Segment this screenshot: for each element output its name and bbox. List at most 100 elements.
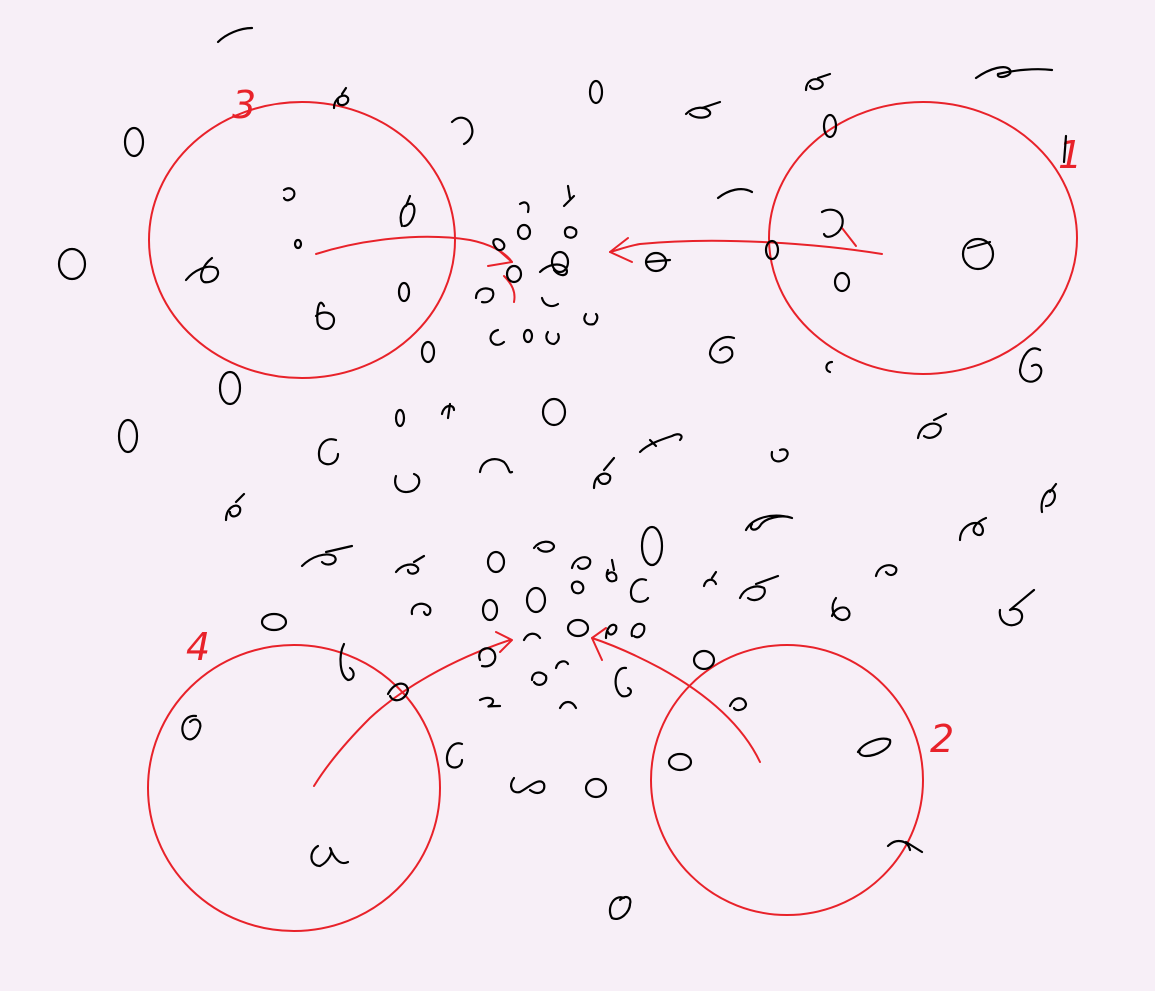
glyph [874,564,898,578]
glyph [492,238,506,252]
glyph [550,250,570,274]
glyph [558,700,578,710]
glyph [339,642,355,682]
arrow-from-1 [609,239,883,255]
glyph [184,256,220,284]
glyph [293,238,303,250]
glyph [886,840,924,854]
glyph [450,116,474,146]
glyph [489,328,506,346]
glyph [708,336,736,364]
glyph [310,844,350,868]
glyph [638,433,683,454]
scribble-glyphs [57,26,1068,920]
glyph [716,188,754,200]
glyph [684,100,722,119]
glyph [1018,347,1043,383]
glyph [478,647,497,668]
glyph [218,370,242,406]
glyph [216,26,254,44]
glyph [181,714,202,741]
glyph [770,448,789,463]
glyph [856,737,892,758]
glyph [481,598,499,622]
glyph [588,79,604,105]
glyph [640,525,664,567]
glyph [123,126,145,158]
glyph [822,113,838,139]
glyph [386,682,410,702]
glyph [825,360,834,374]
glyph [592,456,616,490]
glyph [1040,482,1058,514]
glyph [583,312,599,326]
arrow-head-1 [609,237,633,263]
arrow-head-2 [591,627,607,661]
glyph [510,776,546,794]
glyph [804,72,832,92]
glyph [744,514,794,532]
glyph [563,226,578,239]
glyph [566,618,590,638]
glyph [522,632,542,642]
glyph [478,696,502,708]
glyph [608,895,632,920]
glyph [399,194,416,228]
glyph [57,247,87,281]
glyph [522,328,534,344]
region-label-2: 2 [930,717,954,761]
glyph [966,240,992,250]
glyph [516,223,532,241]
glyph [505,264,523,284]
glyph [445,742,464,769]
glyph [478,458,514,474]
glyph [540,296,560,308]
glyph [630,622,646,639]
glyph [764,239,780,261]
migration-arrows [313,227,883,787]
glyph [117,418,139,454]
glyph [394,408,406,428]
glyph [397,281,411,303]
arrow-from-4 [313,639,511,787]
region-labels: 3 1 4 2 [186,83,1082,761]
glyph [916,412,948,440]
glyph [518,184,576,214]
glyph [570,580,585,595]
region-label-1: 1 [1058,133,1082,177]
glyph [998,588,1036,627]
glyph [317,438,340,466]
glyph [614,666,632,698]
glyph [958,516,988,542]
glyph [833,271,851,293]
glyph [332,86,350,110]
glyph [394,554,426,575]
region-circles [147,101,1078,932]
glyph [440,402,456,420]
glyph [830,596,851,622]
glyph [532,540,556,553]
glyph [314,301,336,330]
arrow-head-4 [495,631,513,653]
glyph [486,550,506,574]
glyph [541,397,567,427]
region-circle-3 [148,101,456,379]
glyph [282,187,296,202]
glyph [629,578,650,603]
glyph [545,330,560,346]
arrow-from-2 [591,637,761,763]
glyph [728,697,748,712]
arrow-tick-3 [503,275,516,303]
glyph [820,208,844,238]
glyph [554,660,570,670]
glyph [584,777,608,799]
glyph [474,287,495,304]
glyph [530,671,548,686]
glyph [420,340,436,364]
glyph [738,574,780,602]
glyph [260,612,288,632]
glyph [644,258,672,264]
